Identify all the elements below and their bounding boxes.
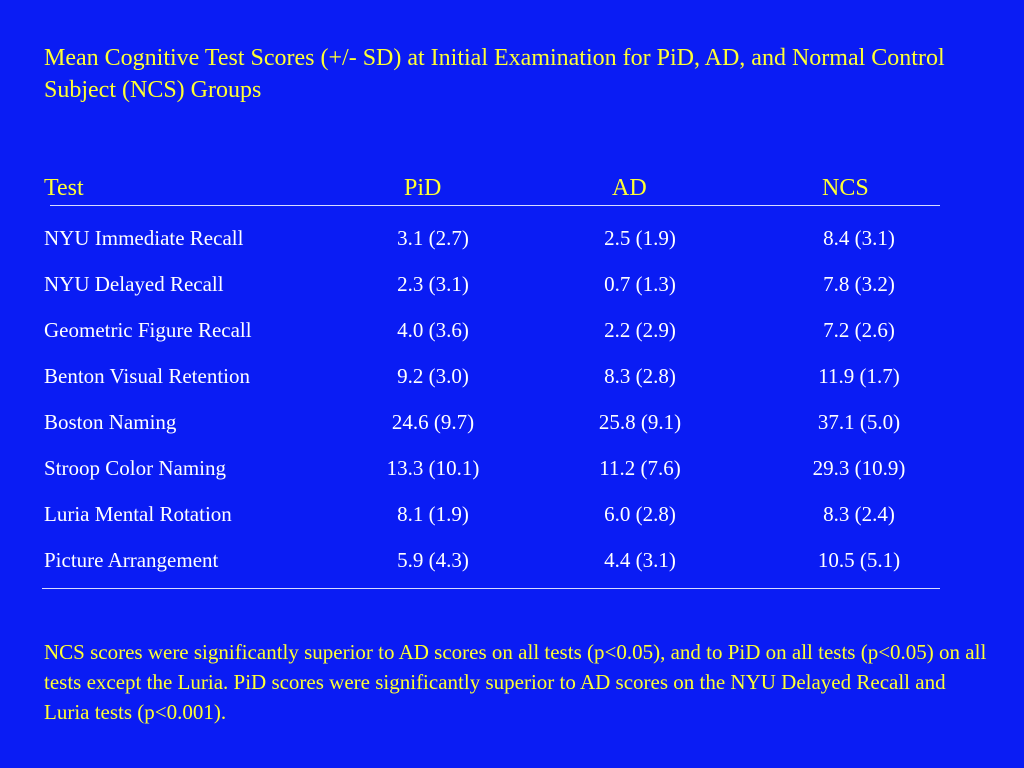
cell-ncs: 10.5 (5.1) xyxy=(817,548,901,572)
cell-ad: 4.4 (3.1) xyxy=(604,548,676,572)
cell-ncs: 8.3 (2.4) xyxy=(823,502,895,526)
cell-pid: 5.9 (4.3) xyxy=(397,548,469,572)
cell-ad: 0.7 (1.3) xyxy=(604,272,676,296)
cell-ncs: 8.4 (3.1) xyxy=(823,226,895,250)
table-bottom-rule xyxy=(42,588,940,589)
cell-ad: 8.3 (2.8) xyxy=(604,364,676,388)
row-test-name: Stroop Color Naming xyxy=(44,456,226,480)
cell-ad: 11.2 (7.6) xyxy=(599,456,681,480)
footnote: NCS scores were significantly superior t… xyxy=(44,640,987,724)
cell-ncs: 7.8 (3.2) xyxy=(823,272,895,296)
slide-title: Mean Cognitive Test Scores (+/- SD) at I… xyxy=(44,45,945,103)
column-header-ncs: NCS xyxy=(822,175,869,201)
row-test-name: NYU Immediate Recall xyxy=(44,226,244,250)
cell-ad: 25.8 (9.1) xyxy=(598,410,682,434)
column-header-ad: AD xyxy=(612,175,647,201)
header-rule xyxy=(50,205,940,206)
cell-ad: 2.2 (2.9) xyxy=(604,318,676,342)
cell-pid: 24.6 (9.7) xyxy=(391,410,475,434)
cell-pid: 9.2 (3.0) xyxy=(397,364,469,388)
cell-pid: 8.1 (1.9) xyxy=(397,502,469,526)
row-test-name: Picture Arrangement xyxy=(44,548,219,572)
row-test-name: Luria Mental Rotation xyxy=(44,502,232,526)
row-test-name: NYU Delayed Recall xyxy=(44,272,224,296)
cell-ncs: 11.9 (1.7) xyxy=(818,364,900,388)
column-header-test: Test xyxy=(44,175,84,201)
cell-pid: 3.1 (2.7) xyxy=(397,226,469,250)
cell-ncs: 7.2 (2.6) xyxy=(823,318,895,342)
cell-ncs: 29.3 (10.9) xyxy=(812,456,906,480)
cell-ad: 6.0 (2.8) xyxy=(604,502,676,526)
column-header-pid: PiD xyxy=(404,175,442,201)
cell-pid: 4.0 (3.6) xyxy=(397,318,469,342)
row-test-name: Boston Naming xyxy=(44,410,177,434)
cell-ad: 2.5 (1.9) xyxy=(604,226,676,250)
cell-ncs: 37.1 (5.0) xyxy=(817,410,901,434)
row-test-name: Benton Visual Retention xyxy=(44,364,251,388)
row-test-name: Geometric Figure Recall xyxy=(44,318,252,342)
cell-pid: 13.3 (10.1) xyxy=(386,456,480,480)
cell-pid: 2.3 (3.1) xyxy=(397,272,469,296)
